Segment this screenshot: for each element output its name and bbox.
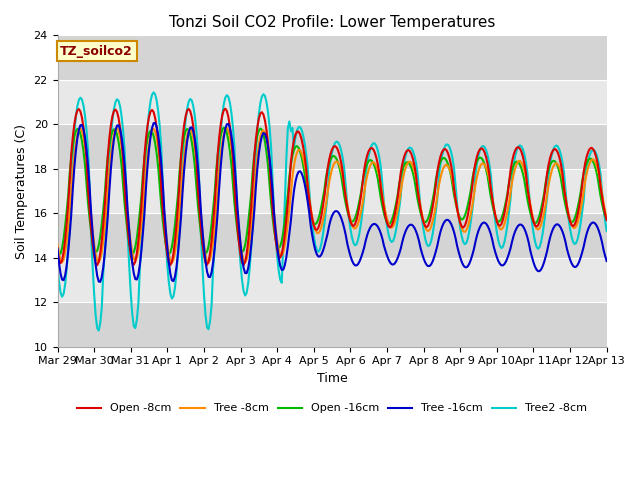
Open -8cm [221,106,229,111]
Line: Open -16cm: Open -16cm [58,128,607,255]
Tree -16cm [151,120,159,126]
Y-axis label: Soil Temperatures (C): Soil Temperatures (C) [15,123,28,259]
Tree -8cm [205,260,212,265]
X-axis label: Time: Time [317,372,348,385]
Tree -16cm [69,186,77,192]
Tree2 -8cm [369,141,377,146]
Open -8cm [369,146,377,152]
Tree2 -8cm [150,89,157,95]
Tree2 -8cm [69,152,77,157]
Tree -8cm [539,216,547,222]
Open -8cm [603,217,611,223]
Bar [58,80,607,124]
Open -16cm [54,249,61,254]
Tree -16cm [97,279,104,285]
Tree -16cm [388,261,396,267]
Open -8cm [54,251,61,256]
Tree -8cm [69,168,77,173]
Open -16cm [55,252,63,258]
Open -8cm [539,204,547,210]
Open -16cm [70,134,78,140]
Tree -16cm [603,258,611,264]
Bar [58,124,607,169]
Open -16cm [220,125,228,131]
Tree -16cm [539,264,547,269]
Open -8cm [157,186,165,192]
Tree2 -8cm [95,328,102,334]
Title: Tonzi Soil CO2 Profile: Lower Temperatures: Tonzi Soil CO2 Profile: Lower Temperatur… [169,15,495,30]
Open -16cm [603,216,611,222]
Open -8cm [400,155,408,161]
Open -16cm [157,203,165,208]
Tree -8cm [54,241,61,247]
Open -16cm [369,160,377,166]
Line: Tree -16cm: Tree -16cm [58,123,607,282]
Tree -16cm [369,221,377,227]
Open -8cm [93,262,101,268]
Tree2 -8cm [603,228,611,234]
Text: TZ_soilco2: TZ_soilco2 [60,45,133,58]
Open -8cm [388,223,396,229]
Tree2 -8cm [388,239,396,245]
Legend: Open -8cm, Tree -8cm, Open -16cm, Tree -16cm, Tree2 -8cm: Open -8cm, Tree -8cm, Open -16cm, Tree -… [72,399,592,418]
Tree -8cm [369,159,377,165]
Open -16cm [539,199,547,204]
Tree2 -8cm [159,180,166,186]
Tree -8cm [156,156,164,162]
Bar [58,169,607,213]
Open -16cm [400,163,408,169]
Tree2 -8cm [539,231,547,237]
Open -16cm [388,218,396,224]
Tree -8cm [223,125,230,131]
Line: Tree2 -8cm: Tree2 -8cm [58,92,607,331]
Tree -16cm [159,181,166,187]
Line: Tree -8cm: Tree -8cm [58,128,607,263]
Tree -8cm [388,225,396,230]
Bar [58,213,607,258]
Tree -8cm [603,215,611,221]
Bar [58,302,607,347]
Tree -8cm [400,172,408,178]
Tree2 -8cm [54,263,61,269]
Line: Open -8cm: Open -8cm [58,108,607,265]
Open -8cm [69,134,77,140]
Bar [58,258,607,302]
Bar [58,36,607,80]
Tree2 -8cm [400,161,408,167]
Tree -16cm [54,245,61,251]
Tree -16cm [400,234,408,240]
